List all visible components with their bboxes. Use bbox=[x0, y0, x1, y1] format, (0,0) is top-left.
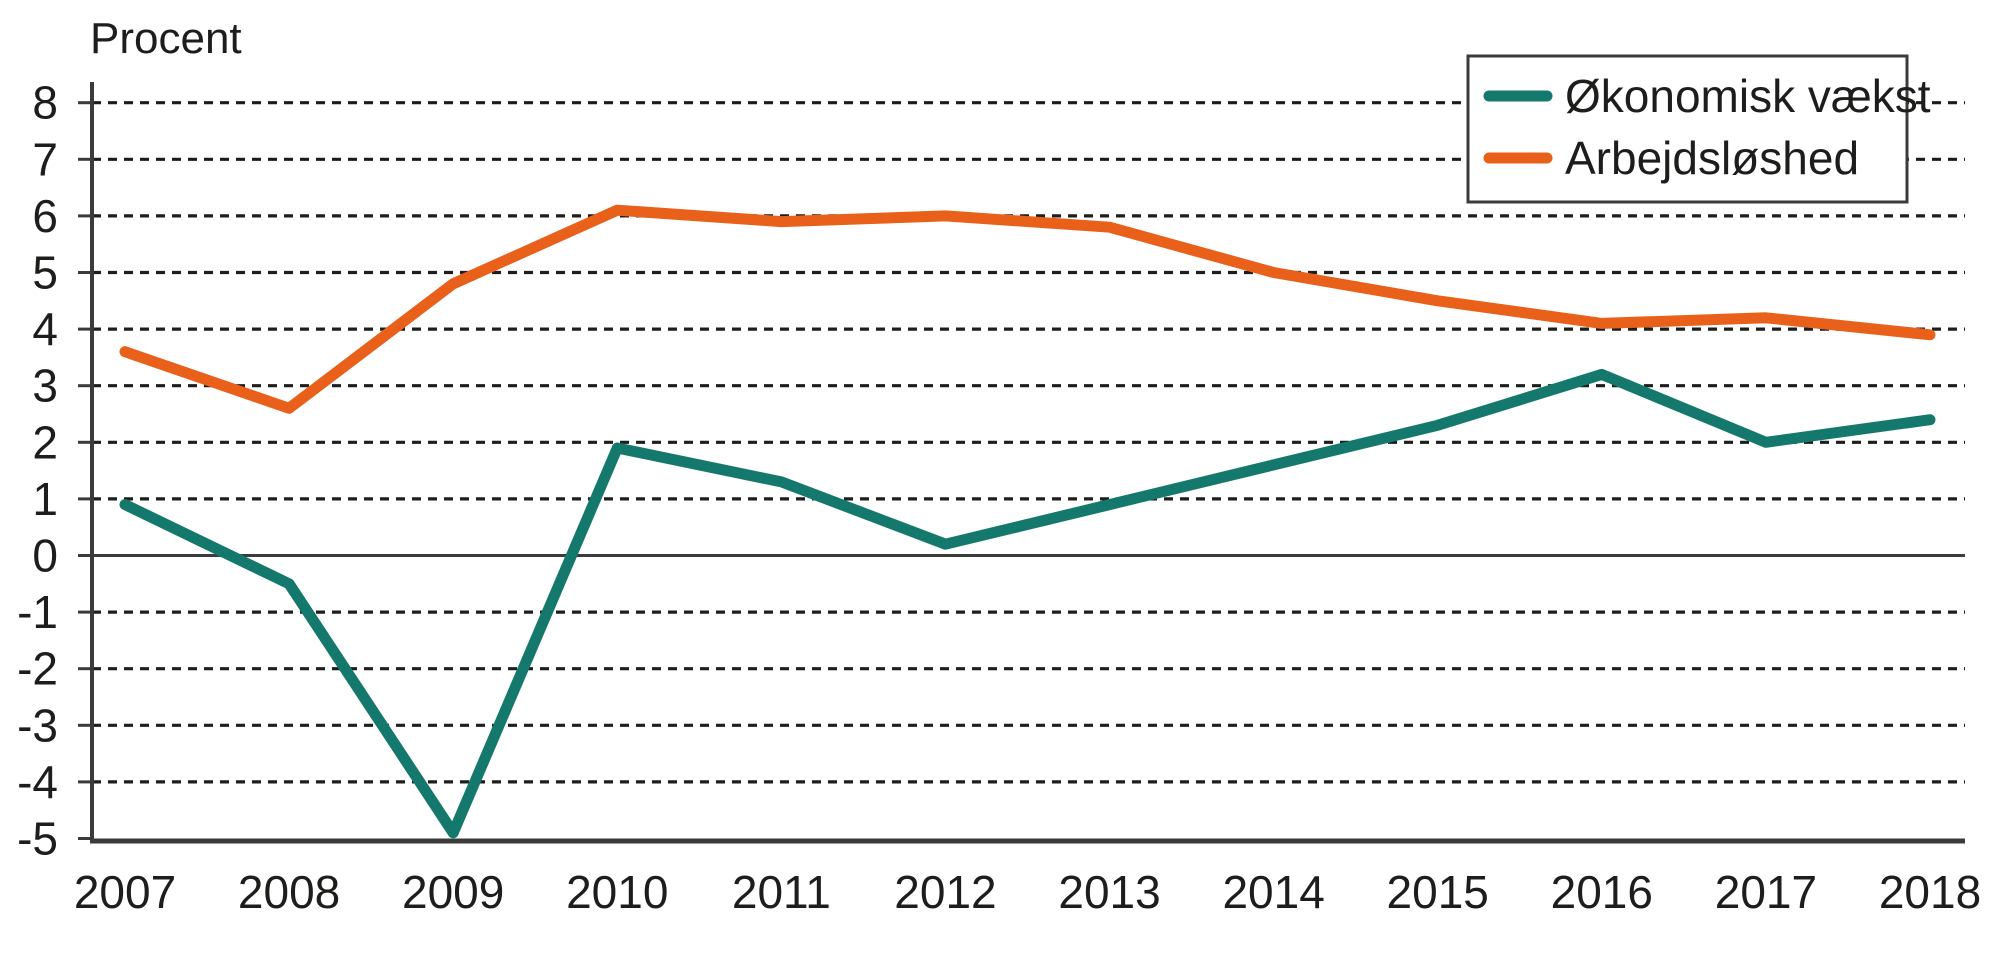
x-tick-label: 2012 bbox=[894, 866, 996, 918]
y-tick-label: 3 bbox=[32, 360, 58, 412]
series-line-1 bbox=[119, 204, 1936, 414]
axis-title: Procent bbox=[90, 14, 242, 63]
x-axis-labels: 2007 2008 2009 2010 2011 2012 2013 2014 2015 2016… bbox=[74, 866, 1981, 918]
legend-label-okonomisk-vaekst: Økonomisk vækst bbox=[1565, 70, 1931, 122]
series-line-0 bbox=[119, 368, 1936, 839]
x-tick-label: 2008 bbox=[238, 866, 340, 918]
x-tick-label: 2014 bbox=[1222, 866, 1324, 918]
x-tick-label: 2010 bbox=[566, 866, 668, 918]
y-tick-label: 7 bbox=[32, 133, 58, 185]
x-tick-label: 2011 bbox=[732, 866, 831, 918]
x-tick-label: 2016 bbox=[1551, 866, 1653, 918]
y-tick-label: 1 bbox=[32, 473, 58, 525]
y-tick-label: -4 bbox=[17, 756, 58, 808]
axes bbox=[90, 82, 1965, 844]
y-tick-label: -5 bbox=[17, 813, 58, 865]
x-tick-label: 2015 bbox=[1387, 866, 1489, 918]
gridlines bbox=[92, 101, 1965, 784]
x-tick-label: 2017 bbox=[1715, 866, 1817, 918]
y-tick-label: 6 bbox=[32, 190, 58, 242]
x-tick-label: 2018 bbox=[1879, 866, 1981, 918]
y-tick-label: -3 bbox=[17, 699, 58, 751]
y-tick-label: 4 bbox=[32, 303, 58, 355]
x-tick-label: 2009 bbox=[402, 866, 504, 918]
legend-label-arbejdsloeshed: Arbejdsløshed bbox=[1565, 132, 1859, 184]
y-tick-label: 5 bbox=[32, 247, 58, 299]
x-tick-label: 2007 bbox=[74, 866, 176, 918]
y-tick-label: 2 bbox=[32, 416, 58, 468]
y-tick-label: 0 bbox=[32, 530, 58, 582]
legend: Økonomisk vækst Arbejdsløshed bbox=[1466, 54, 1931, 204]
y-tick-label: 8 bbox=[32, 77, 58, 129]
series-lines bbox=[119, 204, 1936, 839]
x-tick-label: 2013 bbox=[1058, 866, 1160, 918]
y-tick-label: -1 bbox=[17, 586, 58, 638]
legend-box bbox=[1466, 54, 1909, 204]
y-tick-label: -2 bbox=[17, 643, 58, 695]
